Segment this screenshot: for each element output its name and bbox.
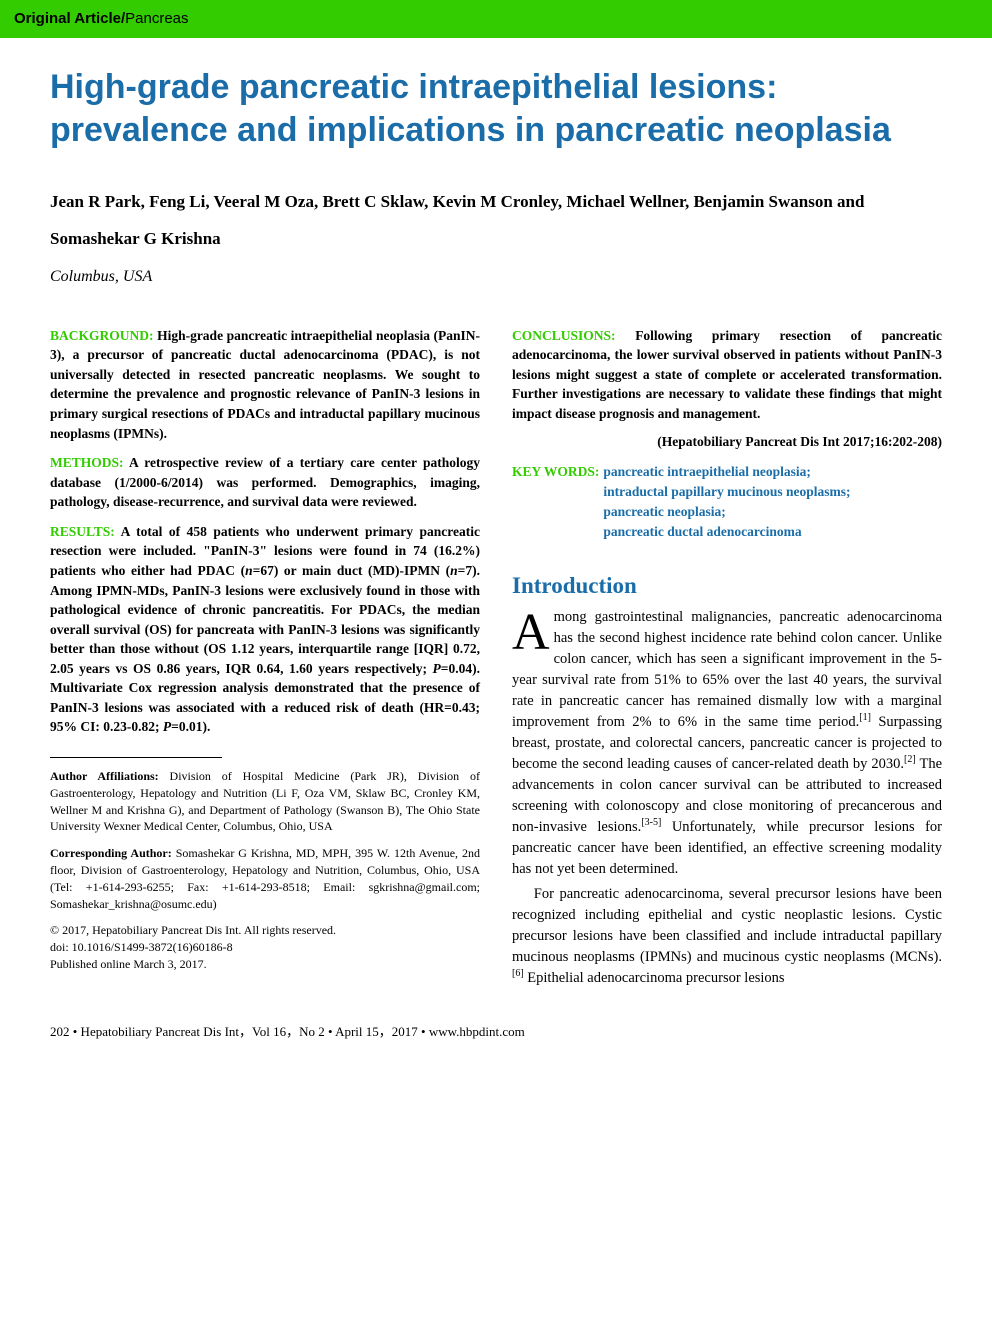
results-label: RESULTS: [50, 524, 115, 539]
intro-para-1: Among gastrointestinal malignancies, pan… [512, 607, 942, 880]
category-header-bar: Original Article/Pancreas [0, 0, 992, 38]
author-affiliations: Author Affiliations: Division of Hospita… [50, 768, 480, 835]
keywords-label: KEY WORDS: [512, 462, 599, 543]
affiliations-label: Author Affiliations: [50, 769, 159, 783]
category-label: Original Article/ [14, 10, 125, 27]
results-text: A total of 458 patients who underwent pr… [50, 524, 480, 735]
abstract-conclusions: CONCLUSIONS: Following primary resection… [512, 326, 942, 424]
keywords-list: pancreatic intraepithelial neoplasia; in… [603, 462, 850, 543]
corresponding-label: Corresponding Author: [50, 846, 172, 860]
right-column: CONCLUSIONS: Following primary resection… [512, 326, 942, 993]
keywords-block: KEY WORDS: pancreatic intraepithelial ne… [512, 462, 942, 543]
copyright-block: © 2017, Hepatobiliary Pancreat Dis Int. … [50, 922, 480, 972]
page-content: High-grade pancreatic intraepithelial le… [0, 66, 992, 1065]
corresponding-author: Corresponding Author: Somashekar G Krish… [50, 845, 480, 912]
methods-label: METHODS: [50, 455, 124, 470]
introduction-body: Among gastrointestinal malignancies, pan… [512, 607, 942, 989]
background-text: High-grade pancreatic intraepithelial ne… [50, 328, 480, 441]
affiliation-divider [50, 757, 222, 758]
journal-citation: (Hepatobiliary Pancreat Dis Int 2017;16:… [512, 434, 942, 450]
abstract-block-right: CONCLUSIONS: Following primary resection… [512, 326, 942, 424]
subcategory-label: Pancreas [125, 10, 188, 27]
left-column: BACKGROUND: High-grade pancreatic intrae… [50, 326, 480, 993]
two-column-layout: BACKGROUND: High-grade pancreatic intrae… [50, 326, 942, 993]
intro-para-2: For pancreatic adenocarcinoma, several p… [512, 884, 942, 989]
abstract-block: BACKGROUND: High-grade pancreatic intrae… [50, 326, 480, 737]
conclusions-label: CONCLUSIONS: [512, 328, 616, 343]
intro-para-1-text: mong gastrointestinal malignancies, panc… [512, 609, 942, 877]
abstract-background: BACKGROUND: High-grade pancreatic intrae… [50, 326, 480, 443]
abstract-methods: METHODS: A retrospective review of a ter… [50, 453, 480, 512]
article-title: High-grade pancreatic intraepithelial le… [50, 66, 942, 151]
background-label: BACKGROUND: [50, 328, 154, 343]
copyright-text: © 2017, Hepatobiliary Pancreat Dis Int. … [50, 923, 336, 937]
page-footer: 202 • Hepatobiliary Pancreat Dis Int，Vol… [50, 1013, 942, 1040]
dropcap-letter: A [512, 607, 554, 655]
published-date: Published online March 3, 2017. [50, 957, 207, 971]
author-location: Columbus, USA [50, 268, 942, 286]
doi-text: doi: 10.1016/S1499-3872(16)60186-8 [50, 940, 233, 954]
introduction-heading: Introduction [512, 573, 942, 599]
abstract-results: RESULTS: A total of 458 patients who und… [50, 522, 480, 737]
authors-list: Jean R Park, Feng Li, Veeral M Oza, Bret… [50, 183, 942, 258]
